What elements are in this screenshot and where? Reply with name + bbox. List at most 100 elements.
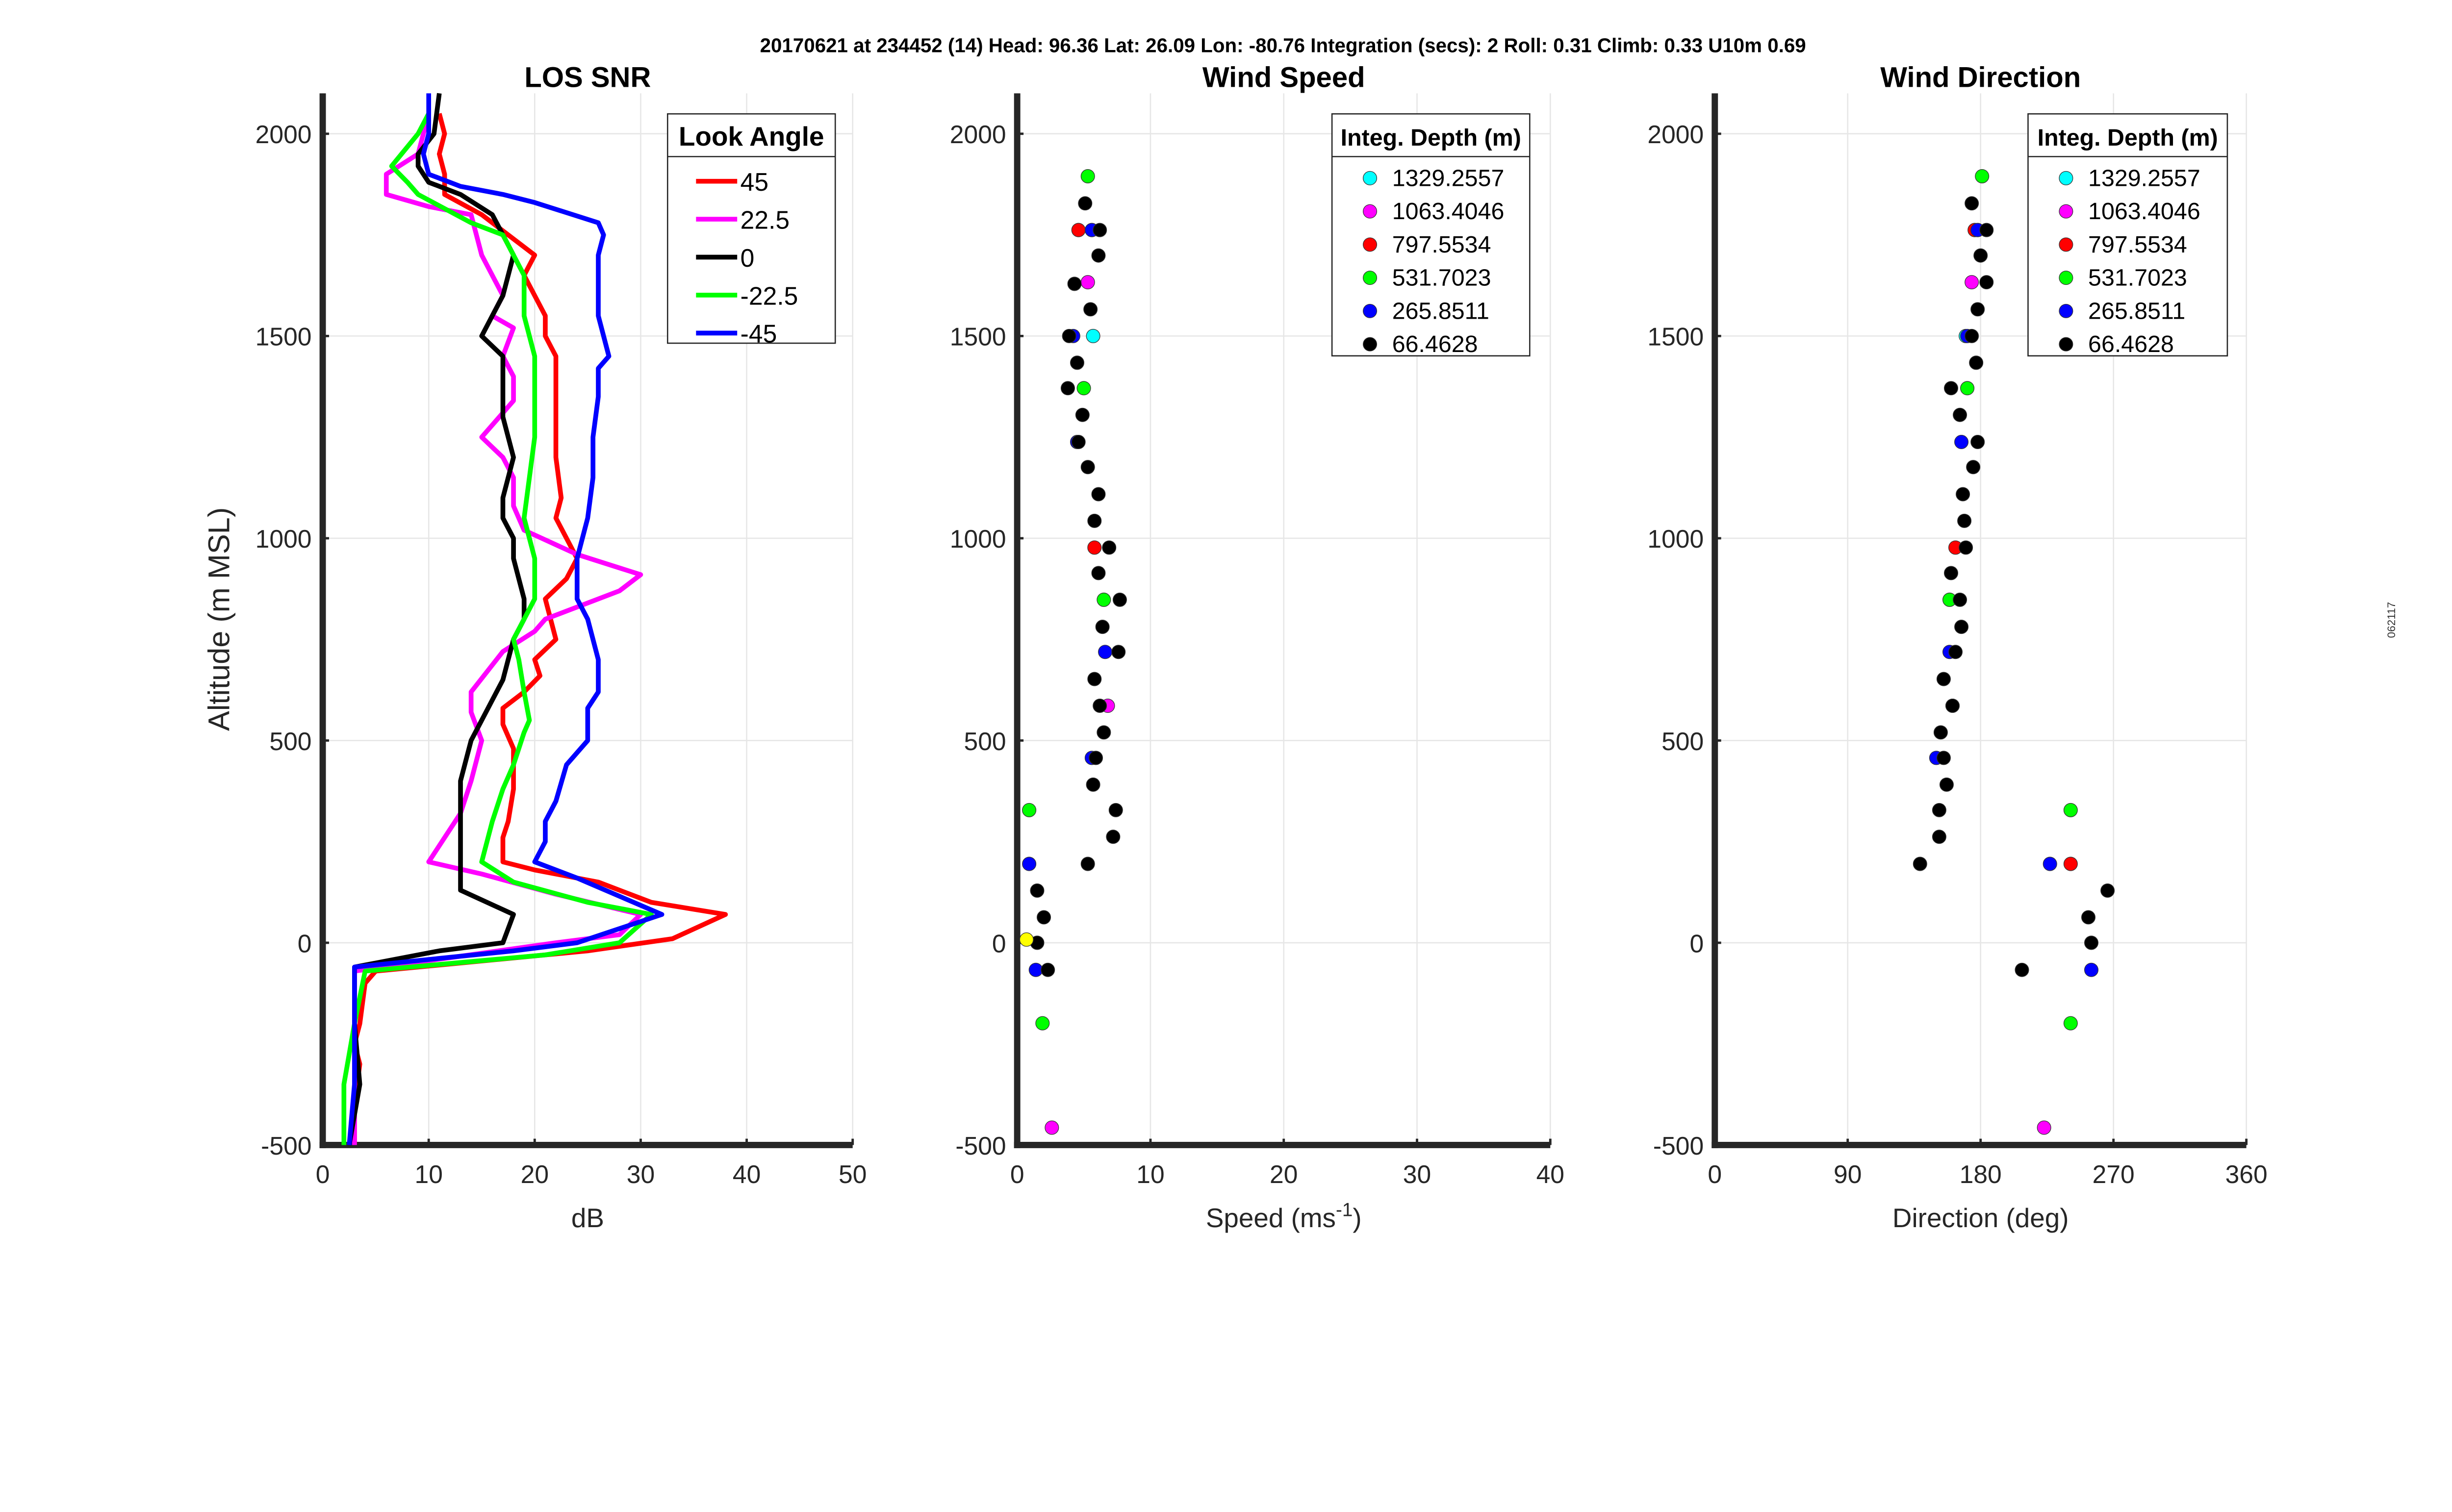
data-point <box>1086 777 1100 792</box>
data-point <box>2043 857 2057 871</box>
x-axis-label: dB <box>571 1203 604 1233</box>
data-point <box>1936 672 1951 686</box>
data-point <box>1091 566 1106 580</box>
x-tick-label: 0 <box>1010 1160 1024 1188</box>
data-point <box>1080 275 1095 290</box>
data-point <box>1062 328 1076 343</box>
data-point <box>1087 672 1102 686</box>
data-point <box>1970 435 1985 450</box>
legend: Integ. Depth (m) 1329.2557 1063.4046 797.55… <box>1331 113 1531 357</box>
data-point <box>1022 857 1037 871</box>
y-tick-label: 500 <box>1661 727 1704 756</box>
series-line--45 <box>347 93 664 1145</box>
y-tick-label: -500 <box>261 1132 311 1160</box>
y-axis-label: Altitude (m MSL) <box>203 507 236 731</box>
x-tick-label: 10 <box>1136 1160 1164 1188</box>
data-point <box>1111 645 1126 659</box>
data-point <box>1965 196 1979 211</box>
figure-header: 20170621 at 234452 (14) Head: 96.36 Lat:… <box>760 34 1806 56</box>
y-tick-label: 1500 <box>1647 323 1704 351</box>
data-point <box>2063 857 2078 871</box>
data-point <box>1080 460 1095 475</box>
data-point <box>1979 223 1994 237</box>
y-tick-label: 2000 <box>1647 120 1704 149</box>
data-point <box>1966 460 1981 475</box>
data-point <box>1913 857 1927 871</box>
data-point <box>1045 1120 1059 1135</box>
data-point <box>1098 645 1113 659</box>
legend-marker <box>1363 337 1378 352</box>
data-point <box>1932 803 1946 817</box>
series-line--22.5 <box>341 112 654 1145</box>
data-point <box>2084 935 2099 950</box>
legend-marker <box>2059 171 2073 185</box>
data-point <box>1932 830 1946 844</box>
data-point <box>1957 513 1972 528</box>
data-point <box>1028 962 1043 977</box>
data-point <box>1083 302 1098 317</box>
x-axis-label: Speed (ms-1) <box>1206 1200 1362 1234</box>
data-point <box>1071 435 1086 450</box>
x-tick-label: 20 <box>521 1160 549 1188</box>
data-point <box>1943 566 1959 580</box>
data-point <box>1975 169 1990 183</box>
y-tick-label: 0 <box>298 929 312 958</box>
y-tick-label: 500 <box>269 727 311 756</box>
y-tick-label: 2000 <box>255 120 312 149</box>
data-point <box>1973 248 1988 263</box>
legend-label: 797.5534 <box>2088 231 2187 258</box>
x-tick-label: 10 <box>414 1160 442 1188</box>
figure-window: 20170621 at 234452 (14) Head: 96.36 Lat:… <box>203 34 2398 1233</box>
legend-marker <box>1363 271 1378 285</box>
y-tick-label: 1000 <box>255 525 312 553</box>
y-tick-label: 1000 <box>950 525 1006 553</box>
legend: Integ. Depth (m) 1329.2557 1063.4046 797.55… <box>2027 113 2228 357</box>
legend-label: 531.7023 <box>1392 265 1491 291</box>
data-point <box>1112 592 1127 607</box>
data-point <box>1075 407 1090 422</box>
data-point <box>1095 620 1110 634</box>
data-point <box>1037 910 1051 925</box>
x-tick-label: 180 <box>1960 1160 2002 1188</box>
data-point <box>1080 857 1095 871</box>
legend-box <box>667 113 836 344</box>
data-point <box>1970 302 1985 317</box>
legend-label: -45 <box>741 320 777 348</box>
x-tick-label: 30 <box>627 1160 655 1188</box>
y-tick-label: 1000 <box>1647 525 1704 553</box>
data-point <box>1035 1016 1050 1031</box>
chart-title: Wind Direction <box>1880 61 2081 93</box>
data-point <box>1087 513 1102 528</box>
data-point <box>2015 962 2029 977</box>
y-tick-label: 500 <box>964 727 1006 756</box>
legend-label: 1329.2557 <box>2088 165 2200 192</box>
chart-title: LOS SNR <box>524 61 651 93</box>
legend-title: Look Angle <box>679 121 824 151</box>
legend-marker <box>2059 271 2073 285</box>
side-label: 062117 <box>2385 602 2398 638</box>
legend-label: 531.7023 <box>2088 265 2187 291</box>
figure: 20170621 at 234452 (14) Head: 96.36 Lat:… <box>203 34 2398 1233</box>
data-point <box>1953 407 1967 422</box>
data-point <box>1071 223 1086 237</box>
data-point <box>1953 592 1967 607</box>
data-point <box>1965 275 1979 290</box>
x-tick-label: 0 <box>1708 1160 1722 1188</box>
data-point <box>1019 932 1034 947</box>
data-point <box>1097 592 1111 607</box>
legend-marker <box>1363 171 1378 185</box>
data-point <box>1965 328 1979 343</box>
x-tick-label: 360 <box>2225 1160 2268 1188</box>
data-point <box>2084 962 2099 977</box>
legend-label: 66.4628 <box>2088 331 2174 357</box>
y-tick-label: -500 <box>955 1132 1006 1160</box>
data-point <box>1959 540 1973 555</box>
data-point <box>1097 725 1111 740</box>
legend-title: Integ. Depth (m) <box>1341 125 1521 151</box>
legend-marker <box>2059 337 2073 352</box>
legend-label: 1329.2557 <box>1392 165 1505 192</box>
